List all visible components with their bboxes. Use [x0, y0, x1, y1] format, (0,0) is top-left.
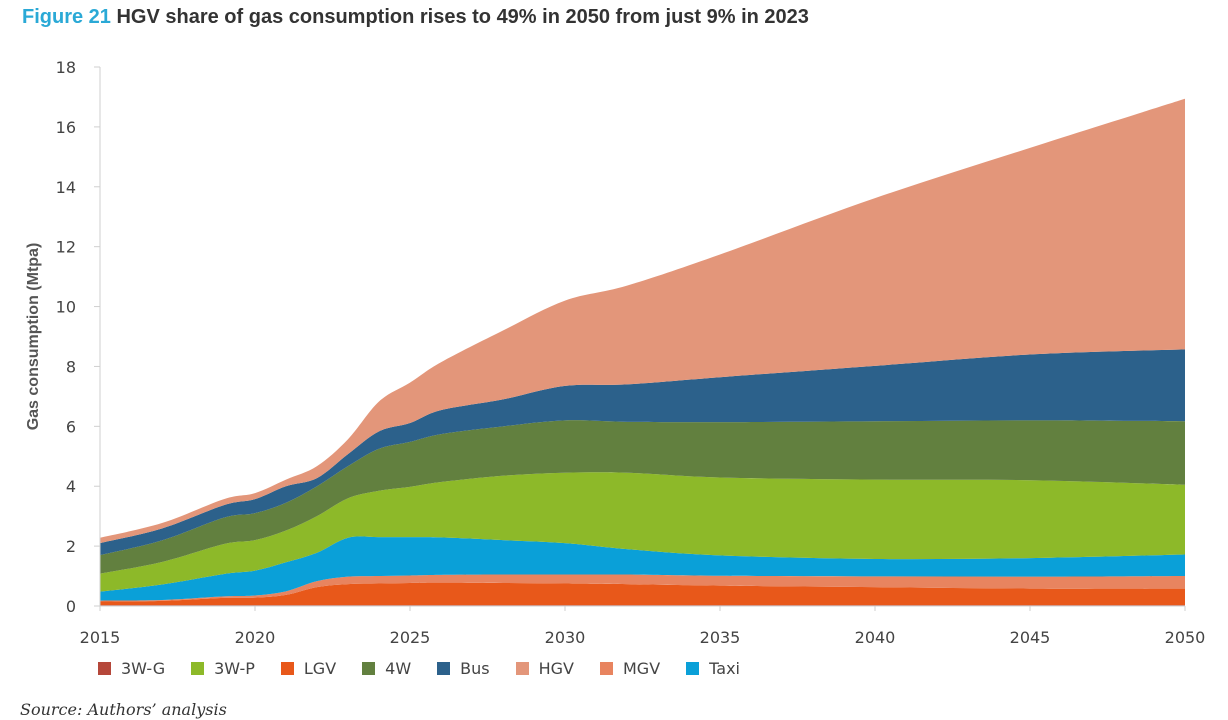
area-mgv	[100, 574, 1185, 602]
y-tick-label: 10	[56, 298, 76, 317]
area-lgv	[100, 582, 1185, 606]
area-3w-p	[100, 472, 1185, 592]
x-axis-ticks: 2015 2020 2025 2030 2035 2040 2045 2050	[80, 606, 1206, 647]
x-tick-label: 2040	[855, 628, 896, 647]
x-tick-label: 2020	[235, 628, 276, 647]
chart-legend: 3W-G 3W-P LGV 4W Bus HGV MGV Taxi	[98, 659, 766, 678]
figure-number: Figure 21	[22, 6, 111, 28]
area-taxi	[100, 536, 1185, 601]
legend-label: MGV	[622, 659, 661, 678]
legend-swatch	[515, 662, 529, 675]
x-tick-label: 2030	[545, 628, 586, 647]
y-tick-label: 2	[66, 537, 76, 556]
y-tick-label: 18	[56, 58, 76, 77]
x-tick-label: 2045	[1010, 628, 1051, 647]
legend-swatch	[599, 662, 613, 675]
legend-label: 4W	[385, 659, 412, 678]
legend-label: Taxi	[709, 659, 740, 678]
area-4w	[100, 420, 1185, 574]
area-layers	[100, 98, 1185, 606]
legend-item-3w-g: 3W-G	[98, 659, 165, 678]
legend-item-taxi: Taxi	[686, 659, 740, 678]
area-hgv	[100, 98, 1185, 544]
legend-label: Bus	[460, 659, 490, 678]
legend-swatch	[191, 662, 205, 675]
legend-item-3w-p: 3W-P	[191, 659, 255, 678]
y-tick-label: 6	[66, 417, 76, 436]
legend-item-hgv: HGV	[515, 659, 574, 678]
legend-swatch	[437, 662, 451, 675]
y-tick-label: 8	[66, 357, 76, 376]
legend-label: LGV	[303, 659, 337, 678]
stacked-area-chart: 0 2 4 6 8 10 12 14 16 18 2015 2020 2025 2030 2035 2040…	[25, 58, 1206, 647]
legend-swatch	[686, 662, 700, 675]
legend-swatch	[98, 662, 111, 675]
y-tick-label: 14	[56, 178, 76, 197]
legend-item-mgv: MGV	[599, 659, 661, 678]
figure-title-text: HGV share of gas consumption rises to 49…	[116, 6, 809, 28]
legend-label: 3W-G	[121, 659, 166, 678]
y-tick-label: 0	[66, 597, 76, 616]
legend-item-4w: 4W	[362, 659, 411, 678]
x-tick-label: 2035	[700, 628, 741, 647]
y-tick-label: 16	[56, 118, 76, 137]
source-note: Source: Authors’ analysis	[20, 700, 227, 719]
y-tick-label: 12	[56, 238, 76, 257]
legend-label: HGV	[538, 659, 574, 678]
legend-label: 3W-P	[214, 659, 255, 678]
x-tick-label: 2025	[390, 628, 431, 647]
x-tick-label: 2050	[1165, 628, 1206, 647]
y-axis-ticks: 0 2 4 6 8 10 12 14 16 18	[56, 58, 100, 616]
figure-title: Figure 21 HGV share of gas consumption r…	[22, 6, 809, 29]
legend-item-bus: Bus	[437, 659, 490, 678]
legend-swatch	[280, 662, 294, 675]
area-bus	[100, 349, 1185, 556]
y-axis-label: Gas consumption (Mtpa)	[25, 243, 42, 431]
x-tick-label: 2015	[80, 628, 121, 647]
y-tick-label: 4	[66, 477, 76, 496]
legend-item-lgv: LGV	[280, 659, 337, 678]
legend-swatch	[362, 662, 376, 675]
